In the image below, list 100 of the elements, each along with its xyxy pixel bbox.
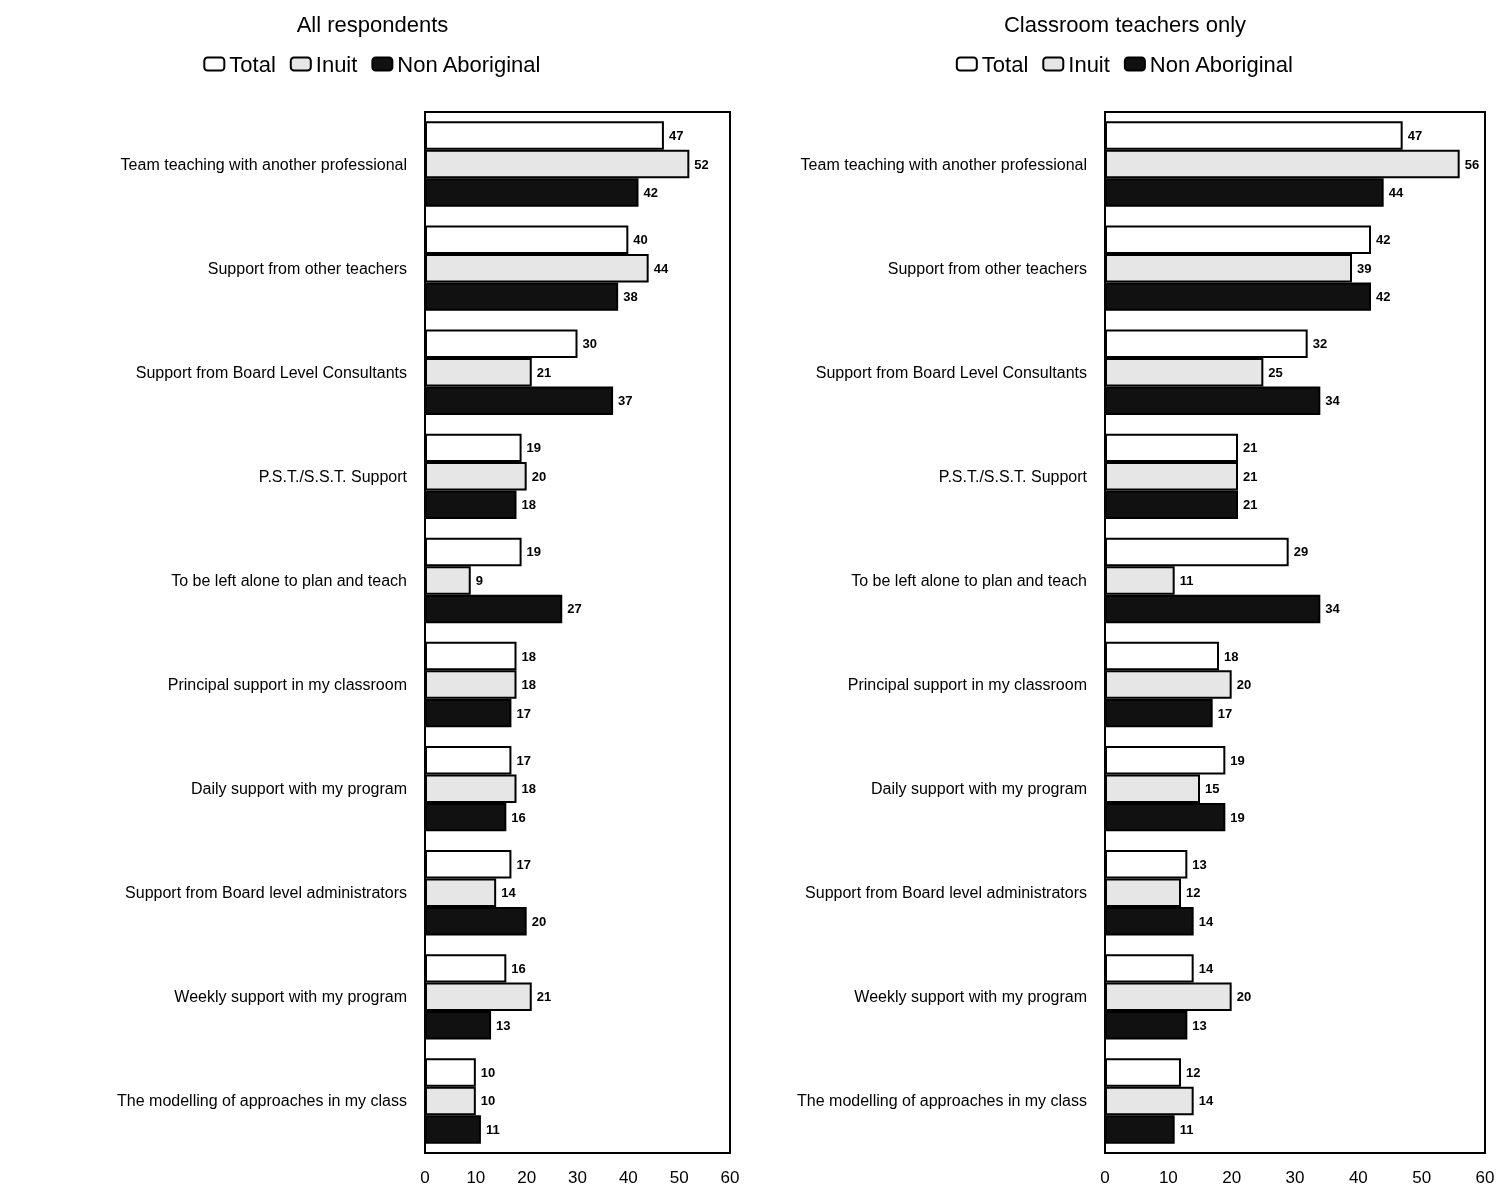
data-label: 14 bbox=[1198, 960, 1214, 976]
y-tick-label: The modelling of approaches in my class bbox=[117, 1092, 407, 1110]
y-tick-label: To be left alone to plan and teach bbox=[171, 571, 407, 589]
x-tick-label: 30 bbox=[1285, 1168, 1305, 1187]
data-label: 17 bbox=[516, 752, 531, 768]
data-label: 42 bbox=[1376, 289, 1391, 305]
data-label: 37 bbox=[618, 393, 633, 409]
data-label: 17 bbox=[1217, 705, 1233, 721]
data-label: 11 bbox=[1179, 1121, 1194, 1137]
data-label: 52 bbox=[694, 156, 709, 172]
data-label: 19 bbox=[1230, 809, 1245, 825]
y-tick-label: Support from Board Level Consultants bbox=[135, 363, 407, 381]
y-tick-label: To be left alone to plan and teach bbox=[851, 571, 1087, 589]
x-tick-label: 20 bbox=[517, 1168, 537, 1187]
y-tick-label: Principal support in my classroom bbox=[847, 676, 1087, 694]
legend-label: Total bbox=[229, 51, 276, 77]
x-tick-label: 50 bbox=[1412, 1168, 1432, 1187]
data-label: 40 bbox=[633, 232, 648, 248]
y-tick-label: Weekly support with my program bbox=[174, 988, 407, 1006]
data-label: 30 bbox=[582, 336, 597, 352]
data-label: 44 bbox=[1388, 185, 1404, 200]
data-label: 14 bbox=[501, 885, 517, 901]
data-label: 29 bbox=[1293, 544, 1309, 560]
y-tick-label: Support from other teachers bbox=[887, 259, 1087, 277]
data-label: 32 bbox=[1312, 336, 1328, 352]
y-tick-label: Team teaching with another professional bbox=[120, 155, 407, 173]
data-label: 20 bbox=[531, 913, 547, 929]
data-label: 19 bbox=[526, 544, 542, 560]
data-label: 25 bbox=[1268, 364, 1283, 380]
y-tick-label: Daily support with my program bbox=[190, 780, 407, 798]
data-label: 38 bbox=[623, 289, 638, 305]
y-tick-label: The modelling of approaches in my class bbox=[797, 1092, 1087, 1110]
data-label: 12 bbox=[1186, 885, 1201, 901]
y-tick-label: Support from Board Level Consultants bbox=[815, 363, 1087, 381]
y-tick-label: Team teaching with another professional bbox=[800, 155, 1087, 173]
data-label: 13 bbox=[1192, 856, 1207, 872]
data-label: 10 bbox=[480, 1065, 496, 1080]
data-label: 13 bbox=[1192, 1017, 1207, 1033]
data-label: 21 bbox=[1243, 497, 1258, 513]
x-tick-label: 40 bbox=[618, 1168, 638, 1187]
data-label: 47 bbox=[668, 128, 684, 144]
x-tick-label: 40 bbox=[1348, 1168, 1368, 1187]
data-label: 34 bbox=[1325, 393, 1341, 409]
data-label: 9 bbox=[475, 572, 483, 588]
y-tick-label: Support from Board level administrators bbox=[125, 884, 407, 902]
y-tick-label: Principal support in my classroom bbox=[167, 676, 407, 694]
x-tick-label: 50 bbox=[669, 1168, 689, 1187]
data-label: 15 bbox=[1205, 781, 1220, 797]
data-label: 14 bbox=[1198, 913, 1214, 929]
data-label: 11 bbox=[485, 1121, 500, 1137]
data-label: 21 bbox=[1243, 440, 1258, 456]
data-label: 20 bbox=[1236, 989, 1252, 1005]
x-tick-label: 0 bbox=[420, 1168, 430, 1187]
data-label: 17 bbox=[516, 705, 531, 721]
data-label: 19 bbox=[1230, 752, 1245, 768]
legend-label: Inuit bbox=[315, 51, 358, 77]
chart-title: All respondents bbox=[296, 11, 449, 37]
data-label: 47 bbox=[1407, 128, 1423, 144]
legend-label: Non Aboriginal bbox=[1149, 51, 1293, 77]
x-tick-label: 0 bbox=[1100, 1168, 1110, 1187]
y-tick-label: P.S.T./S.S.T. Support bbox=[938, 467, 1088, 485]
x-tick-label: 60 bbox=[720, 1168, 740, 1187]
data-label: 20 bbox=[1236, 677, 1252, 693]
legend-label: Inuit bbox=[1068, 51, 1110, 77]
x-tick-label: 30 bbox=[568, 1168, 587, 1187]
legend-label: Non Aboriginal bbox=[397, 51, 541, 77]
data-label: 42 bbox=[1376, 232, 1391, 248]
y-tick-label: Support from other teachers bbox=[207, 259, 407, 277]
data-label: 18 bbox=[521, 781, 536, 797]
legend-label: Total bbox=[981, 51, 1029, 77]
data-label: 18 bbox=[521, 677, 536, 693]
data-label: 21 bbox=[536, 989, 552, 1005]
data-label: 18 bbox=[1224, 648, 1239, 664]
x-tick-label: 60 bbox=[1475, 1168, 1495, 1187]
x-tick-label: 10 bbox=[1158, 1168, 1178, 1187]
data-label: 39 bbox=[1357, 260, 1372, 276]
data-label: 11 bbox=[1179, 572, 1194, 588]
data-label: 19 bbox=[526, 440, 542, 456]
data-label: 42 bbox=[643, 185, 658, 200]
data-label: 18 bbox=[521, 497, 536, 513]
x-tick-label: 20 bbox=[1222, 1168, 1242, 1187]
data-label: 27 bbox=[567, 601, 582, 617]
data-label: 56 bbox=[1464, 156, 1480, 172]
data-label: 10 bbox=[480, 1093, 496, 1109]
data-label: 20 bbox=[531, 468, 547, 484]
data-label: 16 bbox=[511, 960, 526, 976]
y-tick-label: Support from Board level administrators bbox=[805, 884, 1087, 902]
data-label: 12 bbox=[1186, 1065, 1201, 1080]
data-label: 16 bbox=[511, 809, 526, 825]
chart-title: Classroom teachers only bbox=[1003, 11, 1247, 37]
data-label: 13 bbox=[496, 1017, 511, 1033]
data-label: 18 bbox=[521, 648, 536, 664]
y-tick-label: Daily support with my program bbox=[870, 780, 1087, 798]
x-tick-label: 10 bbox=[466, 1168, 486, 1187]
data-label: 34 bbox=[1325, 601, 1341, 617]
data-label: 14 bbox=[1198, 1093, 1214, 1109]
y-tick-label: Weekly support with my program bbox=[854, 988, 1087, 1006]
data-label: 44 bbox=[653, 260, 669, 276]
data-label: 21 bbox=[1243, 468, 1258, 484]
y-tick-label: P.S.T./S.S.T. Support bbox=[258, 467, 408, 485]
